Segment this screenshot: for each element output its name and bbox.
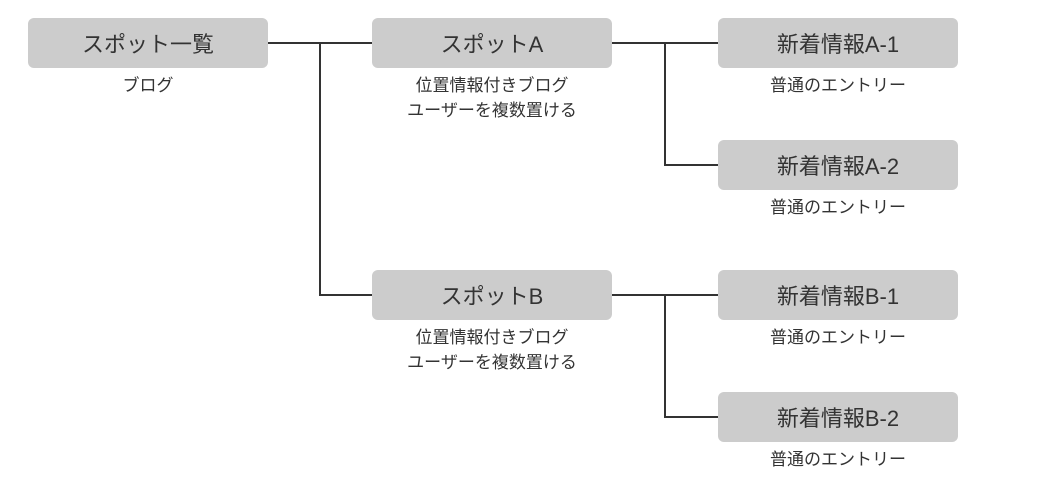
node-caption: 普通のエントリー [718, 196, 958, 221]
node-a2: 新着情報A-2 普通のエントリー [718, 140, 958, 221]
node-caption: 普通のエントリー [718, 448, 958, 473]
node-b2: 新着情報B-2 普通のエントリー [718, 392, 958, 473]
node-caption: 普通のエントリー [718, 326, 958, 351]
edge [320, 43, 372, 295]
edge [665, 295, 718, 417]
node-caption: 位置情報付きブログ ユーザーを複数置ける [372, 74, 612, 123]
node-box: 新着情報A-2 [718, 140, 958, 190]
node-root: スポット一覧ブログ [28, 18, 268, 99]
node-box: 新着情報B-1 [718, 270, 958, 320]
node-caption: 位置情報付きブログ ユーザーを複数置ける [372, 326, 612, 375]
node-box: スポットB [372, 270, 612, 320]
node-b1: 新着情報B-1 普通のエントリー [718, 270, 958, 351]
node-box: 新着情報B-2 [718, 392, 958, 442]
node-caption: 普通のエントリー [718, 74, 958, 99]
node-box: スポット一覧 [28, 18, 268, 68]
node-spotA: スポットA 位置情報付きブログ ユーザーを複数置ける [372, 18, 612, 123]
node-caption: ブログ [28, 74, 268, 99]
node-spotB: スポットB 位置情報付きブログ ユーザーを複数置ける [372, 270, 612, 375]
diagram-canvas: スポット一覧ブログ スポットA 位置情報付きブログ ユーザーを複数置けるスポットB 位… [0, 0, 1040, 500]
node-box: スポットA [372, 18, 612, 68]
node-a1: 新着情報A-1 普通のエントリー [718, 18, 958, 99]
edge [665, 43, 718, 165]
node-box: 新着情報A-1 [718, 18, 958, 68]
